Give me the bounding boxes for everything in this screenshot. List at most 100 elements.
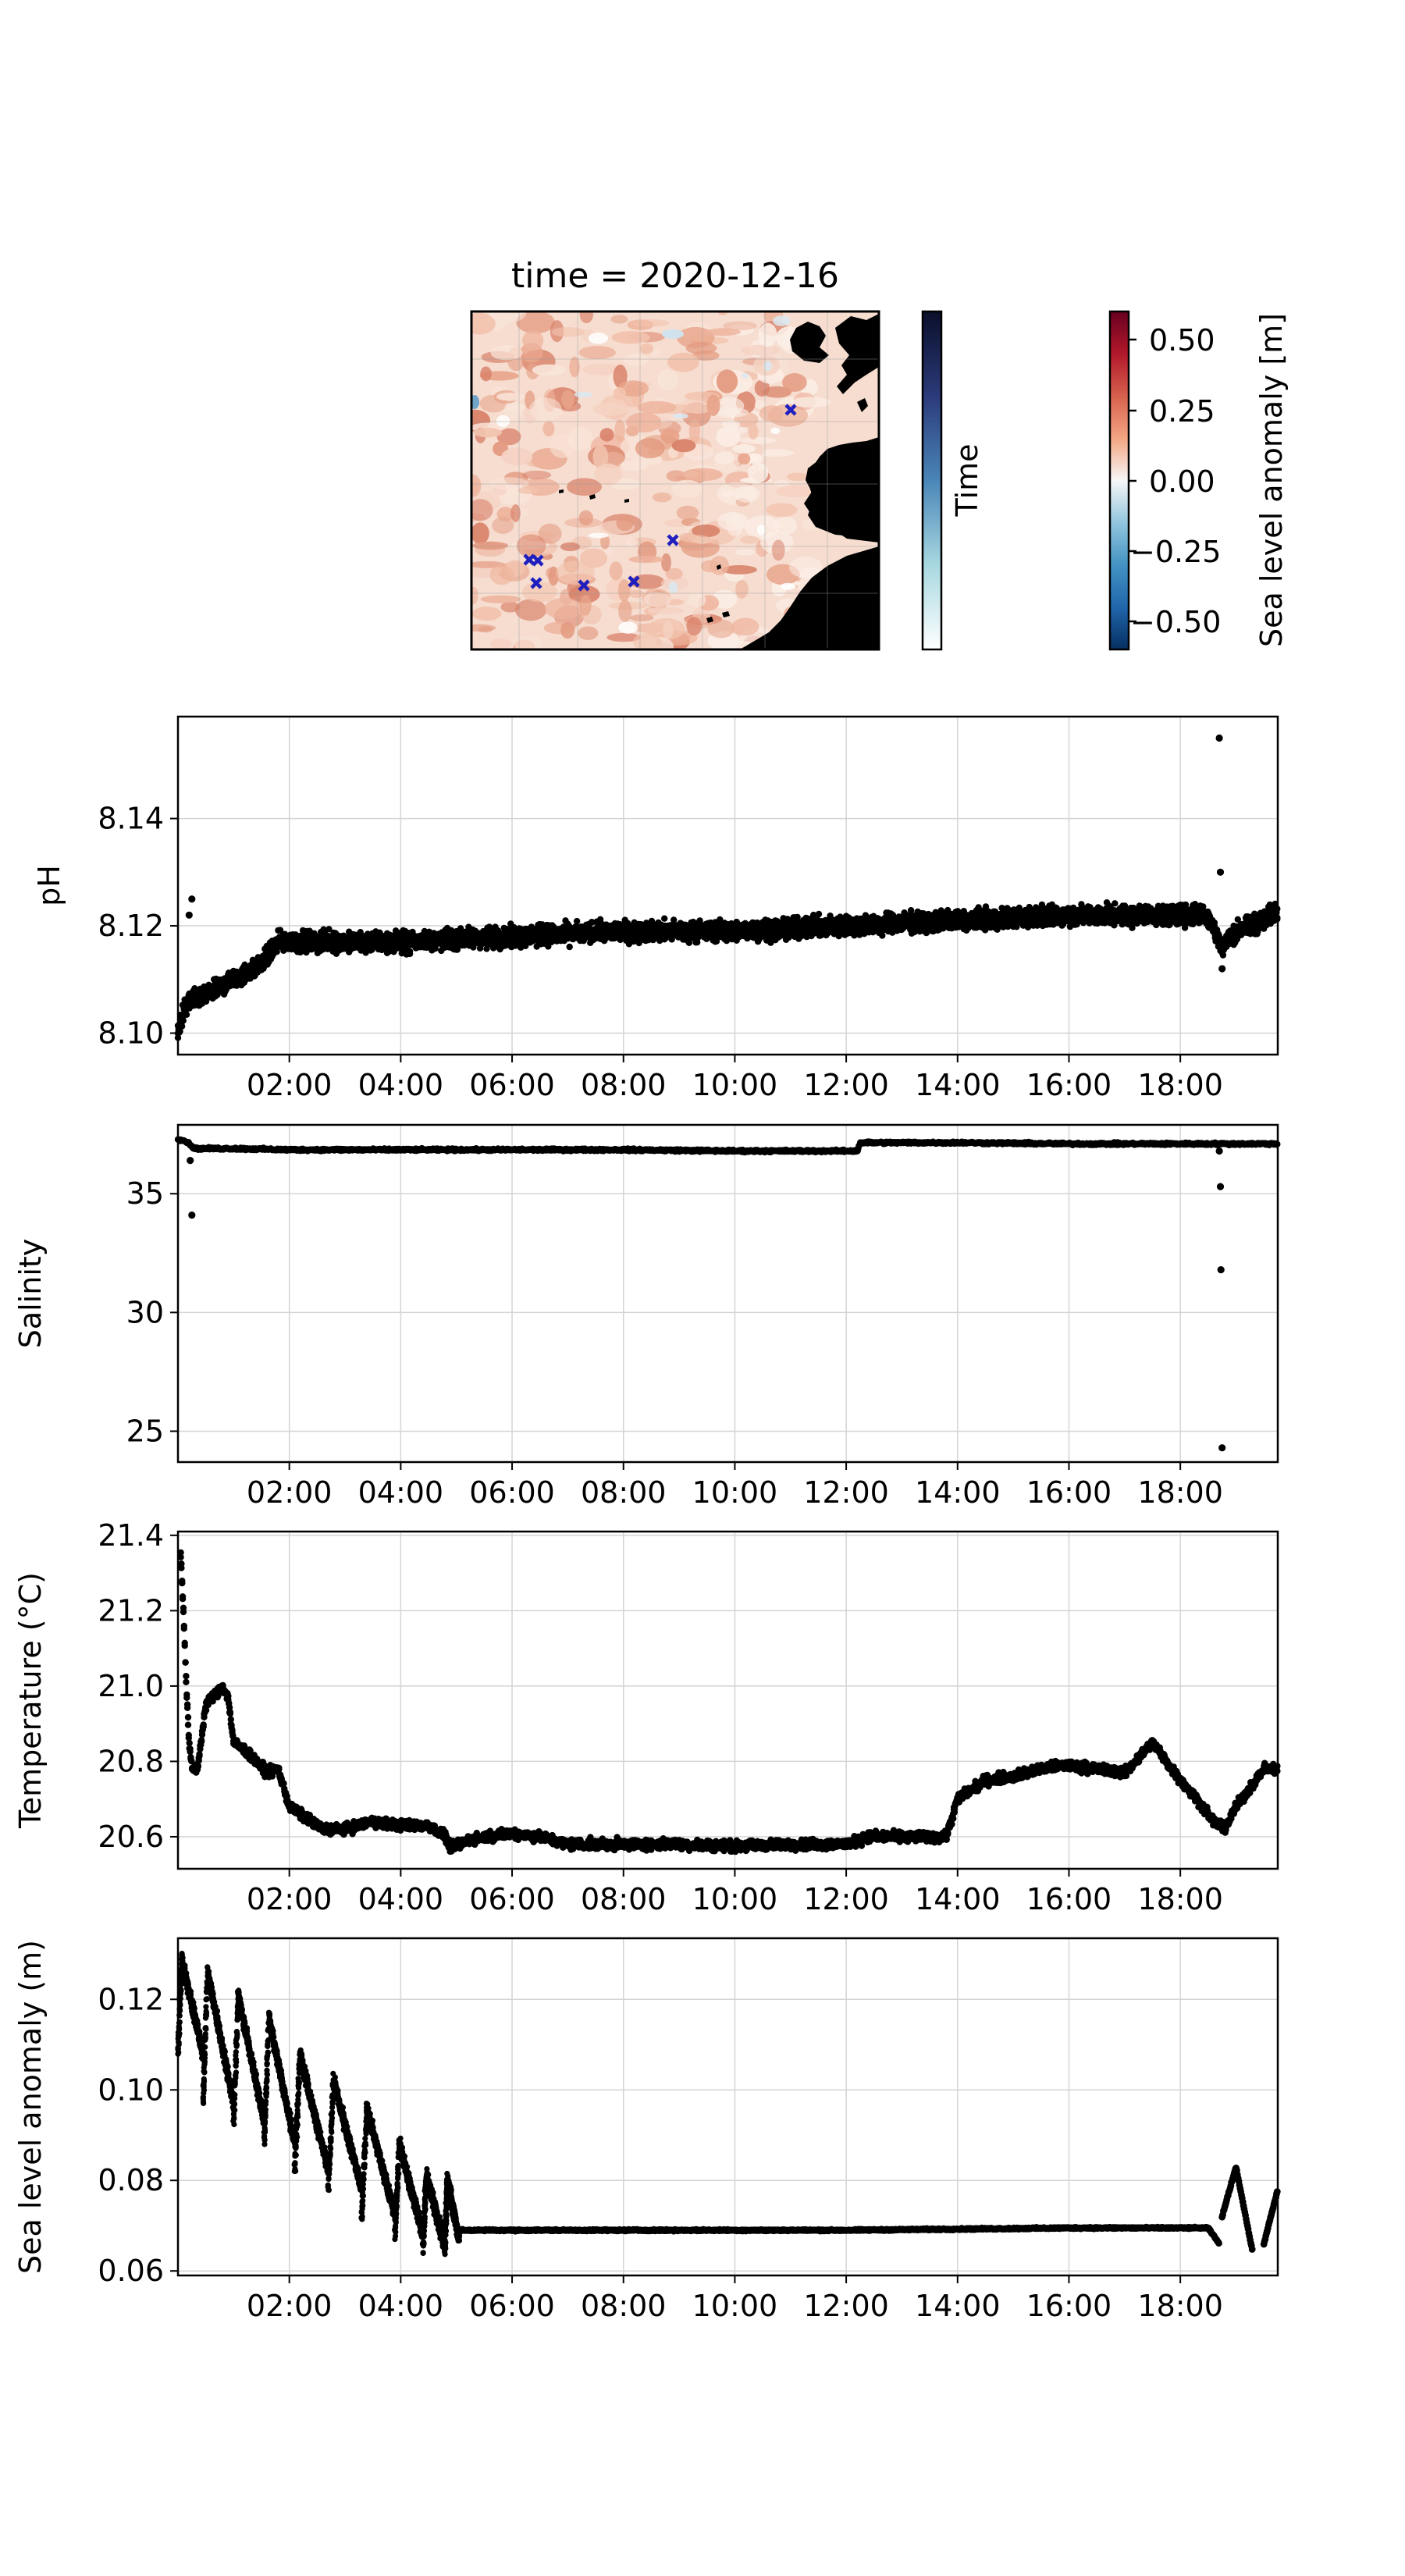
x-tick-label: 08:00 — [581, 1068, 667, 1102]
anomaly-blob — [579, 311, 594, 324]
anomaly-blob — [500, 601, 520, 613]
y-tick-label: 8.14 — [98, 802, 164, 836]
anomaly-blob — [472, 541, 509, 550]
anomaly-blob — [548, 566, 559, 586]
x-tick-label: 06:00 — [469, 1068, 555, 1102]
anomaly-blob — [611, 331, 650, 344]
anomaly-blob — [569, 356, 580, 378]
anomaly-blob — [741, 344, 780, 356]
anomaly-blob — [667, 352, 699, 372]
anomaly-blob — [732, 443, 756, 454]
anomaly-blob — [618, 600, 632, 623]
x-tick-label: 04:00 — [358, 1068, 444, 1102]
anomaly-blob — [672, 413, 688, 419]
data-point — [180, 1017, 187, 1024]
anomaly-blob — [579, 595, 592, 616]
anomaly-blob — [671, 439, 696, 453]
anomaly-blob — [665, 568, 683, 580]
anomaly-blob — [707, 619, 735, 639]
anomaly-blob — [723, 321, 757, 331]
anomaly-blob — [471, 624, 496, 632]
anomaly-blob — [629, 614, 654, 621]
anomaly-blob — [521, 470, 552, 480]
data-point — [183, 1011, 190, 1019]
anomaly-blob — [643, 592, 671, 607]
glider-positions — [523, 404, 797, 592]
anomaly-blob — [625, 412, 662, 432]
anomaly-blob — [480, 595, 521, 603]
anomaly-blob — [510, 503, 521, 522]
anomaly-blob — [561, 390, 574, 409]
anomaly-blob — [717, 426, 748, 435]
anomaly-blob — [489, 564, 514, 585]
anomaly-blob — [780, 582, 795, 590]
anomaly-blob — [770, 427, 781, 435]
anomaly-blob — [471, 607, 502, 621]
anomaly-blob — [516, 311, 555, 334]
anomaly-blob — [525, 455, 562, 468]
anomaly-blob — [504, 398, 523, 422]
anomaly-blob — [631, 318, 670, 327]
anomaly-blob — [776, 485, 815, 497]
data-point — [573, 917, 581, 925]
anomaly-blob — [578, 346, 616, 360]
sla-colorbar-ticks — [1129, 338, 1136, 623]
anomaly-blob — [518, 486, 539, 495]
sla-colorbar-tick-label: 0.50 — [1149, 323, 1215, 358]
anomaly-blob — [578, 510, 593, 526]
data-point — [815, 910, 823, 918]
anomaly-blob — [653, 492, 672, 503]
anomaly-blob — [663, 621, 674, 639]
anomaly-blob — [718, 640, 752, 648]
anomaly-blob — [568, 585, 600, 603]
anomaly-blob — [617, 579, 631, 602]
anomaly-blob — [471, 474, 482, 497]
anomaly-blob — [647, 607, 684, 614]
anomaly-blob — [496, 392, 525, 401]
x-tick-label: 18:00 — [1137, 1068, 1223, 1102]
anomaly-blob — [622, 354, 649, 366]
anomaly-blob — [637, 400, 677, 415]
anomaly-blob — [706, 394, 720, 416]
anomaly-blob — [713, 451, 735, 464]
map-frame — [470, 310, 880, 651]
anomaly-blob — [671, 479, 702, 498]
anomaly-blob — [759, 405, 784, 422]
anomaly-blob — [567, 478, 603, 496]
anomaly-blob — [685, 342, 717, 355]
anomaly-blob — [480, 366, 492, 382]
anomaly-blob — [790, 397, 831, 407]
anomaly-blob — [513, 635, 542, 649]
glider-marker — [578, 579, 590, 592]
sla-colorbar-tick-label: 0.25 — [1149, 394, 1215, 429]
anomaly-blob — [471, 395, 479, 409]
anomaly-blob — [782, 373, 807, 392]
sla-colorbar-label: Sea level anomaly [m] — [1254, 313, 1289, 647]
y-tick-label: 8.10 — [98, 1016, 164, 1051]
map-panel — [471, 311, 879, 649]
anomaly-blob — [471, 586, 478, 605]
anomaly-blob — [756, 525, 766, 535]
anomaly-blob — [666, 470, 686, 482]
anomaly-blob — [740, 535, 760, 544]
anomaly-blob — [686, 617, 702, 636]
anomaly-blob — [656, 369, 678, 391]
map-graticule — [471, 311, 879, 649]
anomaly-blob — [489, 638, 511, 649]
anomaly-blob — [489, 477, 529, 490]
anomaly-blob — [676, 505, 699, 521]
anomaly-blob — [721, 490, 735, 498]
glider-marker — [667, 534, 679, 546]
anomaly-blob — [492, 517, 514, 534]
anomaly-blob — [528, 397, 562, 422]
anomaly-blob — [514, 599, 547, 621]
anomaly-blob — [489, 311, 527, 323]
anomaly-blob — [688, 419, 701, 443]
anomaly-blob — [560, 621, 575, 639]
anomaly-blob — [501, 447, 533, 466]
anomaly-blob — [609, 561, 623, 581]
anomaly-blob — [560, 542, 581, 552]
anomaly-blob — [522, 330, 544, 351]
glider-marker — [532, 554, 544, 567]
